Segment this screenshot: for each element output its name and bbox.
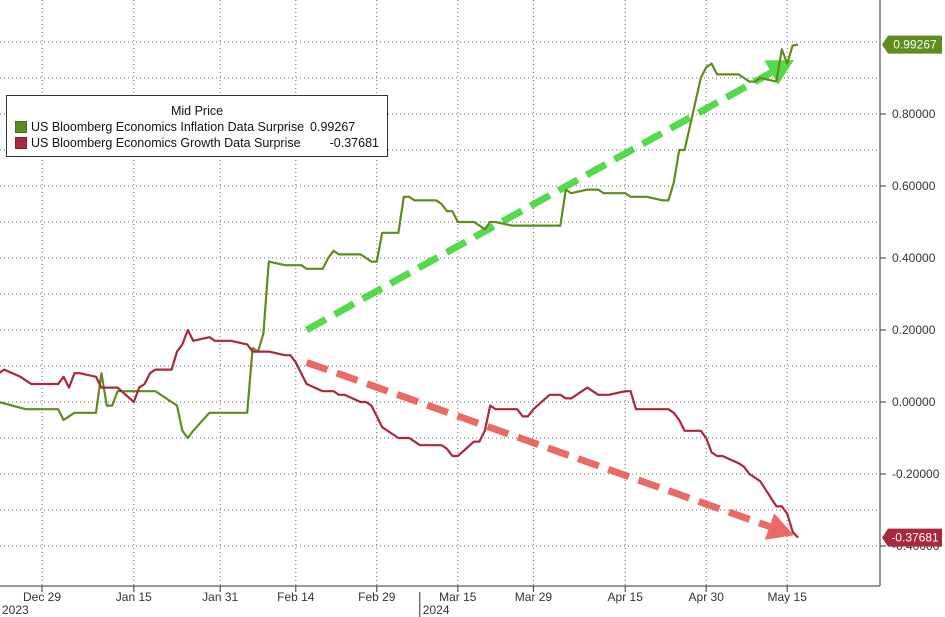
legend-label-growth: US Bloomberg Economics Growth Data Surpr… — [31, 136, 301, 150]
trend-arrow-head-up — [764, 60, 794, 85]
x-tick-label: Jan 15 — [116, 590, 152, 604]
last-value-tags: 0.99267 -0.37681 — [882, 35, 942, 547]
x-year-label: 2024 — [423, 603, 450, 617]
legend-swatch-inflation — [15, 121, 27, 133]
legend-label-inflation: US Bloomberg Economics Inflation Data Su… — [31, 120, 305, 134]
last-value-tag-inflation — [882, 35, 942, 54]
y-tick-label: 0.00000 — [892, 395, 936, 409]
y-tick-label: 0.40000 — [892, 251, 936, 265]
series-line-growth — [0, 328, 799, 539]
legend-swatch-growth — [15, 137, 27, 149]
y-tick-label: -0.20000 — [892, 467, 940, 481]
legend-entry-growth: US Bloomberg Economics Growth Data Surpr… — [7, 135, 387, 151]
series-lines — [0, 43, 799, 539]
y-ticks: 0.80000 0.60000 0.40000 0.20000 0.00000 -0.20… — [880, 107, 940, 553]
trend-arrow-head-down — [764, 513, 794, 540]
x-year-label: 2023 — [2, 603, 29, 617]
legend-entry-inflation: US Bloomberg Economics Inflation Data Su… — [7, 119, 387, 135]
x-tick-label: Mar 29 — [515, 590, 553, 604]
last-value-tag-growth — [882, 528, 942, 547]
x-tick-label: Apr 15 — [608, 590, 644, 604]
legend-title: Mid Price — [170, 104, 224, 118]
trend-arrow-shaft-up — [304, 69, 773, 334]
legend: Mid Price US Bloomberg Economics Inflati… — [6, 95, 388, 157]
x-tick-label: Dec 29 — [23, 590, 61, 604]
x-tick-label: Feb 14 — [277, 590, 315, 604]
x-tick-label: Feb 29 — [358, 590, 396, 604]
x-tick-label: May 15 — [768, 590, 808, 604]
trend-arrows — [304, 60, 794, 540]
grid — [0, 0, 880, 586]
x-ticks: Dec 29 Jan 15 Jan 31 Feb 14 Feb 29 Mar 15 Mar … — [2, 586, 808, 617]
legend-value-inflation: 0.99267 — [310, 120, 356, 134]
x-tick-label: Mar 15 — [439, 590, 477, 604]
y-tick-label: 0.60000 — [892, 179, 936, 193]
x-tick-label: Apr 30 — [689, 590, 725, 604]
last-value-label-growth: -0.37681 — [891, 531, 939, 545]
x-tick-label: Jan 31 — [202, 590, 238, 604]
y-tick-label: 0.80000 — [892, 107, 936, 121]
last-value-label-inflation: 0.99267 — [893, 38, 937, 52]
axes — [0, 0, 881, 587]
trend-arrow-shaft-down — [305, 359, 771, 530]
y-tick-label: 0.20000 — [892, 323, 936, 337]
legend-value-growth: -0.37681 — [329, 136, 379, 150]
series-line-inflation — [0, 43, 799, 440]
